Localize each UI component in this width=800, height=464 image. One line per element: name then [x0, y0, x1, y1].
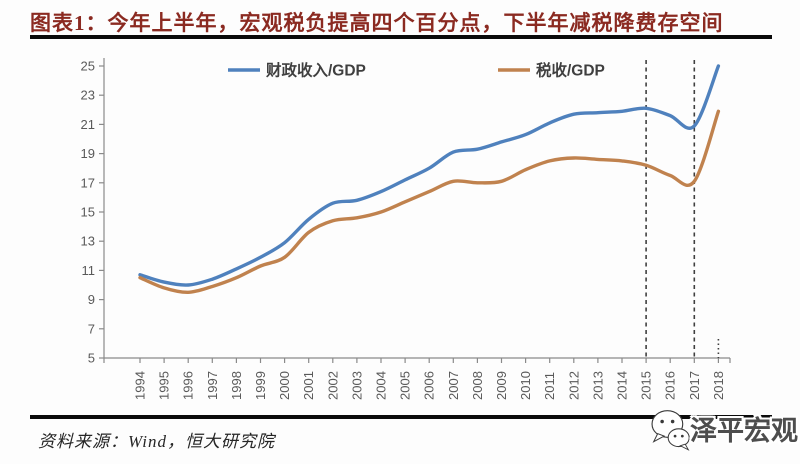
y-tick-label: 23: [81, 88, 95, 103]
y-tick-label: 5: [88, 351, 95, 366]
x-tick-label: 2012: [566, 371, 581, 400]
y-tick-label: 17: [81, 175, 95, 190]
x-tick-label: 2001: [301, 371, 316, 400]
x-tick-label: 2000: [277, 371, 292, 400]
watermark-text: 泽平宏观: [690, 415, 798, 446]
y-tick-label: 19: [81, 146, 95, 161]
x-tick-label: 1998: [229, 371, 244, 400]
x-tick-label: 2005: [398, 371, 413, 400]
series-line-0: [138, 64, 721, 287]
legend-label-0: 财政收入/GDP: [266, 61, 366, 80]
x-tick-label: 2014: [615, 371, 630, 400]
x-tick-label: 2013: [590, 371, 605, 400]
legend-label-1: 税收/GDP: [536, 61, 605, 80]
x-tick-label: 1997: [205, 371, 220, 400]
x-tick-label: 2006: [422, 371, 437, 400]
x-tick-label: 2016: [663, 371, 678, 400]
y-tick-label: 7: [88, 321, 95, 336]
y-tick-label: 21: [81, 117, 95, 132]
bottom-rule: [30, 415, 772, 419]
x-tick-label: 2011: [542, 372, 557, 400]
x-tick-label: 2017: [687, 371, 702, 400]
y-tick-label: 11: [82, 263, 96, 278]
x-tick-label: 2004: [374, 371, 389, 400]
x-tick-label: 2010: [518, 371, 533, 400]
x-tick-label: 2018: [711, 371, 726, 400]
wechat-watermark: 泽平宏观: [648, 398, 798, 458]
x-tick-label: 2007: [446, 371, 461, 400]
x-tick-label: 1994: [133, 371, 148, 400]
source-note: 资料来源：Wind，恒大研究院: [38, 432, 275, 451]
series-line-1: [138, 109, 721, 295]
x-tick-label: 1999: [253, 371, 268, 400]
x-tick-label: 2015: [639, 371, 654, 400]
x-tick-label: 2009: [494, 371, 509, 400]
line-chart: 5 7 9 11 13 15 17 19 21 23 25 1994 1995 1996 1997 1998 1…: [81, 58, 731, 400]
y-tick-label: 25: [81, 59, 95, 74]
y-tick-label: 15: [81, 205, 95, 220]
x-tick-label: 2003: [349, 371, 364, 400]
title-underline: [30, 35, 772, 39]
y-tick-label: 9: [88, 292, 95, 307]
x-tick-label: 2008: [470, 371, 485, 400]
x-tick-label: 2002: [325, 371, 340, 400]
chart-title: 图表1：今年上半年，宏观税负提高四个百分点，下半年减税降费存空间: [30, 11, 724, 35]
wechat-chat-bubbles-icon: [651, 410, 690, 451]
y-tick-label: 13: [81, 234, 95, 249]
x-tick-label: 1995: [157, 371, 172, 400]
x-tick-label: 1996: [181, 371, 196, 400]
